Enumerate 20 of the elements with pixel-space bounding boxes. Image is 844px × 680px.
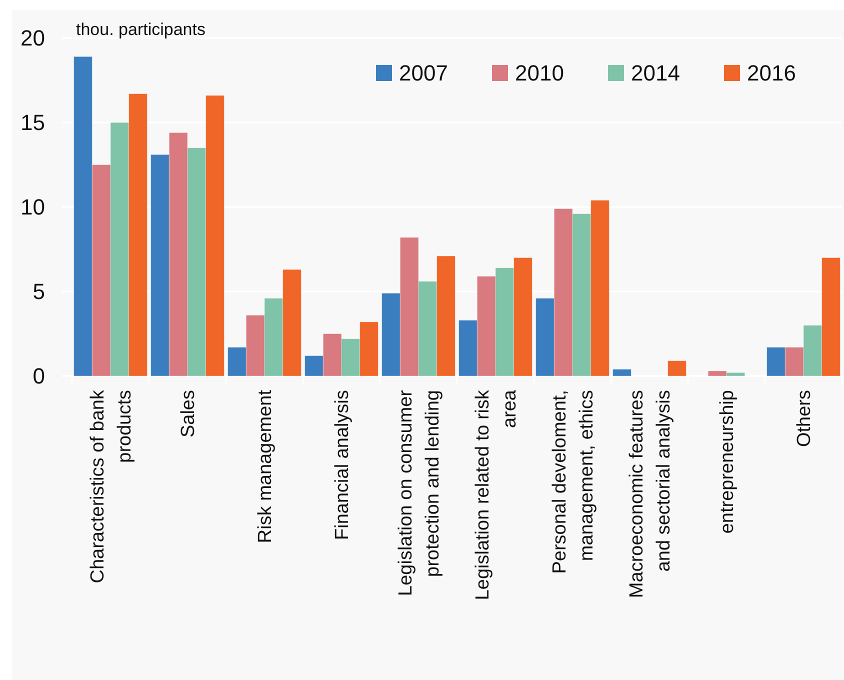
legend-label: 2014 [631,60,680,86]
y-tick-label: 5 [32,279,45,304]
legend-label: 2010 [515,60,564,86]
x-tick-label: Legislation related to risk area [472,390,521,600]
x-tick-label: Sales [178,390,200,438]
y-tick-label: 10 [20,194,45,220]
bar [668,360,686,376]
y-tick-label: 20 [20,26,45,51]
legend-label: 2007 [399,60,448,86]
x-tick-label: Risk management [255,389,276,544]
x-tick-label: entrepreneurship [717,390,738,534]
legend-label: 2016 [747,60,796,86]
x-tick-label: Financial analysis [332,390,354,540]
x-tick-label: Legislation on consumer protection and lending [396,389,444,596]
bar [612,368,632,376]
x-tick-label: Others [794,390,816,448]
y-tick-label: 0 [32,364,45,389]
y-axis-title: thou. participants [76,20,206,39]
y-tick-label: 15 [20,110,45,136]
x-tick-label: Characteristics of bank products [88,390,136,584]
